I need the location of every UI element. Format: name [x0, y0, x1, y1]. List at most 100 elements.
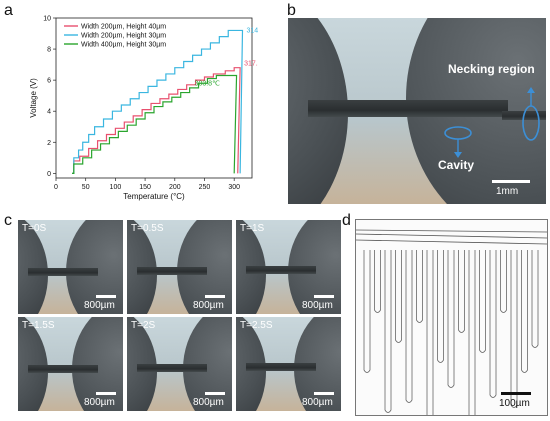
- time-frame: T=0.5S 800µm: [127, 220, 232, 314]
- tick-layer: 0 50 100 150 200 250 300 0 2 4 6 8 10: [43, 16, 240, 192]
- channel-finger: [489, 250, 497, 398]
- channel-finger: [363, 250, 371, 373]
- panel-label-d: d: [342, 212, 351, 229]
- panel-b-annotations: [444, 87, 540, 158]
- left-sphere: [18, 220, 48, 314]
- cavity-marker: [444, 126, 472, 140]
- panel-b-photo: Necking region Cavity 1mm: [288, 18, 546, 204]
- channel-finger: [374, 250, 381, 313]
- y-tick-label: 10: [43, 16, 51, 23]
- channel-finger: [500, 250, 507, 313]
- x-tick-label: 200: [169, 184, 181, 191]
- channel-finger: [426, 250, 434, 415]
- necking-region-label: Necking region: [448, 62, 535, 76]
- time-label: T=0.5S: [131, 223, 164, 234]
- time-label: T=1.5S: [22, 320, 55, 331]
- manifold-line: [356, 233, 547, 239]
- manifold-line: [356, 239, 547, 245]
- x-tick-label: 100: [110, 184, 122, 191]
- time-label: T=2S: [131, 320, 156, 331]
- panel-b-scale-label: 1mm: [496, 186, 519, 197]
- x-tick-label: 300: [228, 184, 240, 191]
- y-tick-label: 8: [47, 47, 51, 54]
- channel-finger: [447, 250, 455, 388]
- scale-label: 800µm: [302, 300, 333, 311]
- time-label: T=0S: [22, 223, 47, 234]
- series-end-label: 303.8℃: [195, 80, 221, 87]
- panel-b-scale-bar: [492, 180, 530, 183]
- scale-bar: [96, 392, 116, 395]
- necking-marker: [522, 105, 540, 141]
- y-tick-label: 0: [47, 171, 51, 178]
- time-frame: T=2S 800µm: [127, 317, 232, 411]
- legend-label: Width 200µm, Height 30µm: [81, 33, 166, 40]
- scale-bar: [314, 295, 334, 298]
- y-tick-label: 6: [47, 78, 51, 85]
- time-frame: T=2.5S 800µm: [236, 317, 341, 411]
- time-frame: T=1.5S 800µm: [18, 317, 123, 411]
- y-tick-label: 2: [47, 140, 51, 147]
- scale-bar: [205, 392, 225, 395]
- voltage-temperature-chart: 0 50 100 150 200 250 300 0 2 4 6 8 10 Width 200µm, H…: [18, 12, 272, 202]
- y-tick-label: 4: [47, 109, 51, 116]
- left-sphere: [18, 317, 48, 411]
- series-end-label: 317.0℃: [244, 61, 258, 68]
- x-tick-label: 50: [82, 184, 90, 191]
- connecting-channel: [137, 267, 207, 275]
- connecting-channel: [308, 100, 508, 117]
- panel-d-scale-bar: [501, 392, 531, 395]
- series-line: [72, 67, 241, 174]
- series-end-label: 314.2℃: [246, 27, 258, 34]
- channel-finger: [468, 250, 476, 415]
- channel-finger: [395, 250, 402, 343]
- connecting-channel: [28, 365, 98, 373]
- channel-finger: [521, 250, 528, 373]
- channel-finger: [531, 250, 539, 348]
- scale-label: 800µm: [84, 397, 115, 408]
- connecting-channel: [28, 268, 98, 276]
- necking-arrow-head: [527, 87, 535, 93]
- time-frame: T=0S 800µm: [18, 220, 123, 314]
- channel-finger: [479, 250, 486, 353]
- manifold-line: [356, 229, 547, 233]
- connecting-channel: [246, 363, 316, 371]
- chart-svg: 0 50 100 150 200 250 300 0 2 4 6 8 10 Width 200µm, H…: [29, 16, 272, 202]
- time-label: T=2.5S: [240, 320, 273, 331]
- channel-finger: [416, 250, 423, 323]
- y-axis-title: Voltage (V): [29, 78, 38, 118]
- x-tick-label: 150: [139, 184, 151, 191]
- scale-label: 800µm: [84, 300, 115, 311]
- channel-finger: [405, 250, 413, 403]
- channel-finger: [458, 250, 465, 333]
- scale-bar: [96, 295, 116, 298]
- panel-label-b: b: [287, 2, 296, 19]
- channel-finger: [384, 250, 392, 413]
- legend-label: Width 200µm, Height 40µm: [81, 24, 166, 31]
- cavity-arrow-head: [454, 152, 462, 158]
- x-axis-title: Temperature (°C): [123, 192, 185, 201]
- series-line: [72, 29, 244, 174]
- plot-frame: [55, 17, 253, 179]
- panel-d-scale-label: 100µm: [499, 398, 530, 409]
- scale-label: 800µm: [193, 300, 224, 311]
- scale-label: 800µm: [193, 397, 224, 408]
- scale-bar: [205, 295, 225, 298]
- scale-bar: [314, 392, 334, 395]
- channel-finger: [437, 250, 444, 363]
- connecting-channel: [137, 364, 207, 372]
- scale-label: 800µm: [302, 397, 333, 408]
- series-layer: [72, 29, 244, 174]
- connecting-channel: [246, 266, 316, 274]
- cavity-label: Cavity: [438, 158, 475, 172]
- series-line: [72, 74, 238, 174]
- microchannel-drawing: [356, 229, 547, 415]
- x-tick-label: 250: [199, 184, 211, 191]
- right-sphere: [72, 317, 123, 411]
- legend: Width 200µm, Height 40µm Width 200µm, Hei…: [64, 24, 166, 49]
- right-sphere: [66, 220, 123, 314]
- time-label: T=1S: [240, 223, 265, 234]
- panel-label-c: c: [4, 212, 12, 229]
- legend-label: Width 400µm, Height 30µm: [81, 42, 166, 49]
- channel-finger: [510, 250, 518, 408]
- x-tick-label: 0: [54, 184, 58, 191]
